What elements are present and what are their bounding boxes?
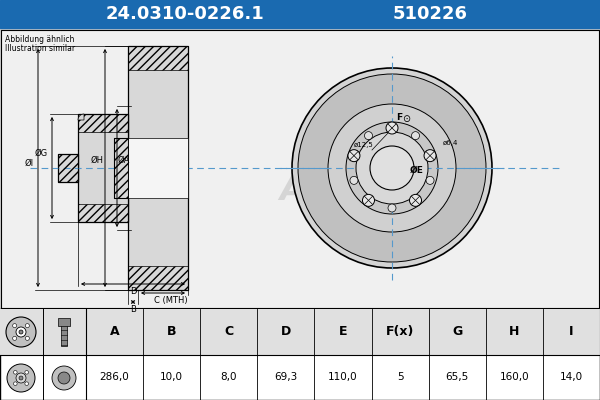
Bar [0, 309, 86, 354]
Text: ø12,5: ø12,5 [354, 142, 374, 148]
Circle shape [356, 132, 428, 204]
Bar [58, 154, 78, 182]
Bar [78, 204, 128, 222]
Circle shape [16, 327, 26, 337]
Circle shape [6, 317, 36, 347]
Wedge shape [78, 114, 84, 120]
Circle shape [348, 150, 360, 162]
Bar [58, 318, 70, 326]
Text: ®: ® [331, 177, 341, 187]
Bar [314, 309, 371, 354]
Text: A: A [110, 325, 119, 338]
Text: Abbildung ähnlich: Abbildung ähnlich [5, 35, 74, 44]
Text: 160,0: 160,0 [500, 372, 529, 382]
Circle shape [412, 132, 419, 140]
Text: 69,3: 69,3 [274, 372, 298, 382]
Text: H: H [509, 325, 520, 338]
Circle shape [364, 132, 373, 140]
Text: C: C [224, 325, 233, 338]
Circle shape [16, 373, 26, 383]
Circle shape [298, 74, 486, 262]
Text: 14,0: 14,0 [560, 372, 583, 382]
Text: 8,0: 8,0 [221, 372, 237, 382]
Bar [1, 30, 599, 308]
Circle shape [58, 372, 70, 384]
Bar [128, 46, 188, 290]
Bar [114, 138, 128, 198]
Text: Ate: Ate [278, 174, 341, 206]
Bar [61, 324, 67, 346]
Circle shape [386, 122, 398, 134]
Circle shape [25, 324, 29, 328]
Circle shape [19, 330, 23, 334]
Circle shape [13, 324, 17, 328]
Bar [371, 309, 428, 354]
Circle shape [424, 150, 436, 162]
Circle shape [292, 68, 492, 268]
Bar [114, 138, 128, 198]
Circle shape [13, 336, 17, 340]
Circle shape [388, 204, 396, 212]
Circle shape [410, 194, 422, 206]
Circle shape [370, 146, 414, 190]
Text: 10,0: 10,0 [160, 372, 183, 382]
Bar [78, 114, 128, 222]
Text: Illustration similar: Illustration similar [5, 44, 75, 53]
Text: 110,0: 110,0 [328, 372, 358, 382]
Bar [486, 309, 543, 354]
Text: F: F [396, 113, 402, 122]
Text: 5: 5 [397, 372, 403, 382]
Text: ØA: ØA [118, 156, 130, 164]
Circle shape [7, 364, 35, 392]
Circle shape [25, 370, 28, 374]
Circle shape [25, 336, 29, 340]
Text: I: I [569, 325, 574, 338]
Circle shape [14, 370, 17, 374]
Text: B: B [130, 305, 136, 314]
Text: ⊙: ⊙ [402, 114, 410, 124]
Bar [58, 154, 78, 182]
Text: 65,5: 65,5 [446, 372, 469, 382]
Text: E: E [339, 325, 347, 338]
Bar [128, 46, 188, 70]
Text: ØE: ØE [410, 166, 424, 174]
Text: 510226: 510226 [392, 5, 467, 23]
Text: D: D [130, 287, 136, 296]
Bar [143, 309, 200, 354]
Circle shape [426, 176, 434, 184]
Bar [543, 309, 600, 354]
Text: ØG: ØG [35, 148, 48, 158]
Bar [86, 309, 143, 354]
Circle shape [362, 194, 374, 206]
Bar [0, 0, 600, 28]
Circle shape [52, 366, 76, 390]
Bar [128, 138, 188, 198]
Text: 24.0310-0226.1: 24.0310-0226.1 [106, 5, 265, 23]
Bar [128, 266, 188, 290]
Bar [428, 309, 486, 354]
Circle shape [350, 176, 358, 184]
Text: ØH: ØH [91, 156, 104, 164]
Text: ØI: ØI [25, 158, 34, 168]
Circle shape [25, 382, 28, 386]
Text: F(x): F(x) [386, 325, 414, 338]
Bar [200, 309, 257, 354]
Bar [78, 114, 128, 132]
Circle shape [14, 382, 17, 386]
Text: C (MTH): C (MTH) [154, 296, 188, 305]
Text: ø6,4: ø6,4 [442, 140, 458, 146]
Circle shape [19, 376, 23, 380]
Text: D: D [281, 325, 291, 338]
Text: G: G [452, 325, 463, 338]
Circle shape [328, 104, 456, 232]
Bar [257, 309, 314, 354]
Bar [0, 309, 600, 400]
Text: 286,0: 286,0 [100, 372, 130, 382]
Circle shape [346, 122, 438, 214]
Text: B: B [167, 325, 176, 338]
